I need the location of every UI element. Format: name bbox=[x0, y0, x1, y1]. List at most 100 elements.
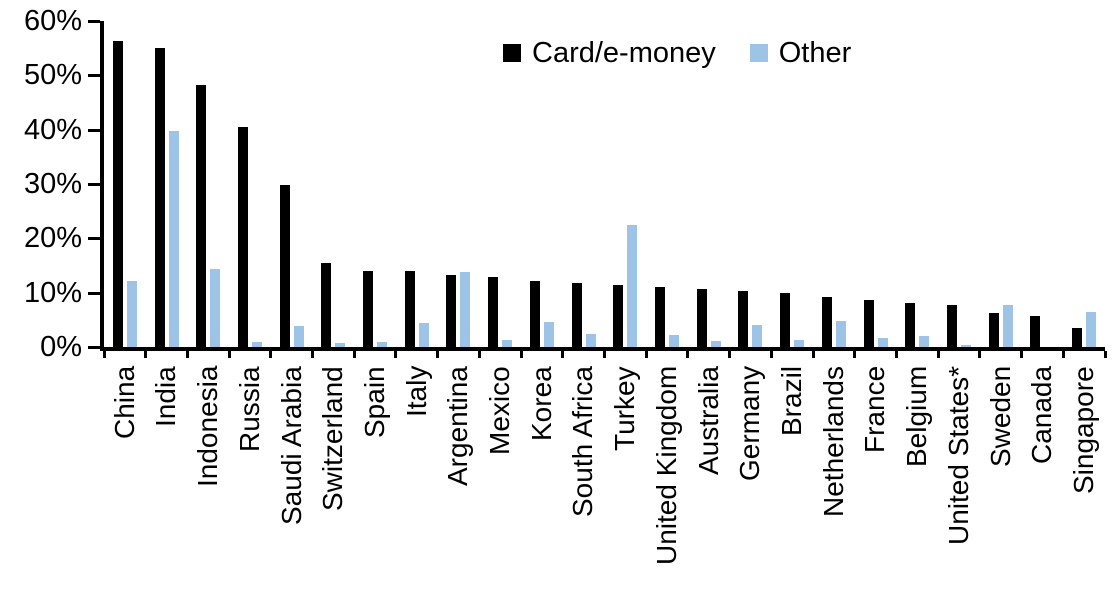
bar-other-brazil bbox=[794, 340, 805, 347]
y-tick-label: 20% bbox=[23, 222, 82, 255]
y-tick-label: 30% bbox=[23, 168, 82, 200]
x-label-slot-france: France bbox=[855, 366, 897, 592]
x-tick-label: India bbox=[150, 366, 182, 427]
x-tick-label: Italy bbox=[400, 366, 432, 418]
bar-other-korea bbox=[543, 322, 554, 347]
bar-group-argentina bbox=[438, 21, 480, 347]
bar-group-australia bbox=[688, 21, 730, 347]
x-tick-label: France bbox=[859, 366, 891, 454]
bar-group-spain bbox=[354, 21, 396, 347]
bar-group-korea bbox=[521, 21, 563, 347]
legend-swatch-card-e-money bbox=[503, 44, 521, 62]
x-tick-mark bbox=[686, 351, 690, 358]
x-tick-label: United Kingdom bbox=[650, 366, 682, 566]
bar-group-mexico bbox=[479, 21, 521, 347]
bar-group-china bbox=[104, 21, 146, 347]
chart-legend: Card/e-money Other bbox=[503, 36, 851, 70]
bar-group-france bbox=[855, 21, 897, 347]
bar-card-e-money-mexico bbox=[488, 276, 499, 347]
x-label-slot-sweden: Sweden bbox=[980, 366, 1022, 592]
x-tick-mark bbox=[728, 351, 732, 358]
x-tick-label: China bbox=[108, 366, 140, 440]
x-label-slot-mexico: Mexico bbox=[479, 366, 521, 592]
x-label-slot-belgium: Belgium bbox=[896, 366, 938, 592]
bar-other-south-africa bbox=[585, 333, 596, 347]
bar-group-germany bbox=[730, 21, 772, 347]
x-label-slot-germany: Germany bbox=[730, 366, 772, 592]
x-tick-mark bbox=[561, 351, 565, 358]
y-tick-mark bbox=[88, 291, 100, 295]
x-tick-mark bbox=[477, 351, 481, 358]
bar-card-e-money-korea bbox=[529, 281, 540, 347]
x-label-slot-switzerland: Switzerland bbox=[313, 366, 355, 592]
x-tick-mark bbox=[811, 351, 815, 358]
x-label-slot-russia: Russia bbox=[229, 366, 271, 592]
bar-other-united-states bbox=[960, 345, 971, 347]
bar-other-mexico bbox=[502, 339, 513, 347]
x-tick-mark bbox=[1061, 351, 1065, 358]
x-label-slot-turkey: Turkey bbox=[604, 366, 646, 592]
bar-other-switzerland bbox=[335, 343, 346, 347]
x-label-slot-united-states: United States* bbox=[938, 366, 980, 592]
bar-card-e-money-brazil bbox=[780, 293, 791, 347]
x-label-slot-saudi-arabia: Saudi Arabia bbox=[271, 366, 313, 592]
bar-card-e-money-canada bbox=[1030, 315, 1041, 347]
x-tick-label: Canada bbox=[1026, 366, 1058, 465]
x-tick-label: Russia bbox=[233, 366, 265, 452]
bar-group-india bbox=[146, 21, 188, 347]
x-tick-mark bbox=[1103, 351, 1107, 358]
x-tick-label: Sweden bbox=[984, 366, 1016, 468]
x-tick-mark bbox=[978, 351, 982, 358]
bar-card-e-money-france bbox=[863, 300, 874, 347]
x-tick-label: Turkey bbox=[609, 366, 641, 451]
x-tick-mark bbox=[519, 351, 523, 358]
x-tick-mark bbox=[102, 351, 106, 358]
legend-item-card-e-money: Card/e-money bbox=[503, 36, 716, 70]
bar-other-turkey bbox=[627, 225, 638, 347]
bar-other-china bbox=[126, 280, 137, 347]
x-tick-mark bbox=[394, 351, 398, 358]
bar-other-belgium bbox=[919, 335, 930, 347]
y-tick-label: 10% bbox=[23, 276, 82, 309]
bar-card-e-money-italy bbox=[404, 270, 415, 347]
x-tick-label: United States* bbox=[942, 366, 974, 545]
y-tick-label: 40% bbox=[23, 113, 82, 146]
x-label-slot-south-africa: South Africa bbox=[563, 366, 605, 592]
x-tick-mark bbox=[352, 351, 356, 358]
bar-card-e-money-russia bbox=[237, 126, 248, 347]
x-label-slot-netherlands: Netherlands bbox=[813, 366, 855, 592]
bar-group-sweden bbox=[980, 21, 1022, 347]
bar-group-belgium bbox=[896, 21, 938, 347]
y-tick-label: 60% bbox=[23, 5, 82, 37]
x-tick-mark bbox=[311, 351, 315, 358]
bar-card-e-money-switzerland bbox=[321, 262, 332, 347]
x-tick-mark bbox=[894, 351, 898, 358]
x-label-slot-australia: Australia bbox=[688, 366, 730, 592]
legend-item-other: Other bbox=[749, 36, 852, 70]
bar-group-brazil bbox=[771, 21, 813, 347]
x-tick-label: Indonesia bbox=[192, 366, 224, 488]
x-tick-mark bbox=[144, 351, 148, 358]
bar-card-e-money-singapore bbox=[1072, 327, 1083, 347]
x-label-slot-singapore: Singapore bbox=[1063, 366, 1105, 592]
legend-label-card-e-money: Card/e-money bbox=[532, 37, 716, 69]
bar-group-saudi-arabia bbox=[271, 21, 313, 347]
y-tick-mark bbox=[88, 183, 100, 186]
x-label-slot-united-kingdom: United Kingdom bbox=[646, 366, 688, 592]
x-label-slot-india: India bbox=[146, 366, 188, 592]
bar-group-netherlands bbox=[813, 21, 855, 347]
bar-other-france bbox=[877, 338, 888, 347]
bar-group-italy bbox=[396, 21, 438, 347]
bar-card-e-money-united-kingdom bbox=[654, 287, 665, 347]
x-tick-label: Korea bbox=[525, 366, 557, 441]
x-label-slot-indonesia: Indonesia bbox=[187, 366, 229, 592]
bar-other-united-kingdom bbox=[668, 334, 679, 347]
bar-other-sweden bbox=[1002, 304, 1013, 347]
legend-label-other: Other bbox=[778, 37, 852, 69]
bar-card-e-money-china bbox=[112, 41, 123, 347]
bar-other-singapore bbox=[1086, 312, 1097, 347]
bar-other-saudi-arabia bbox=[293, 325, 304, 347]
x-tick-label: Saudi Arabia bbox=[275, 366, 307, 525]
y-tick-mark bbox=[88, 20, 100, 23]
